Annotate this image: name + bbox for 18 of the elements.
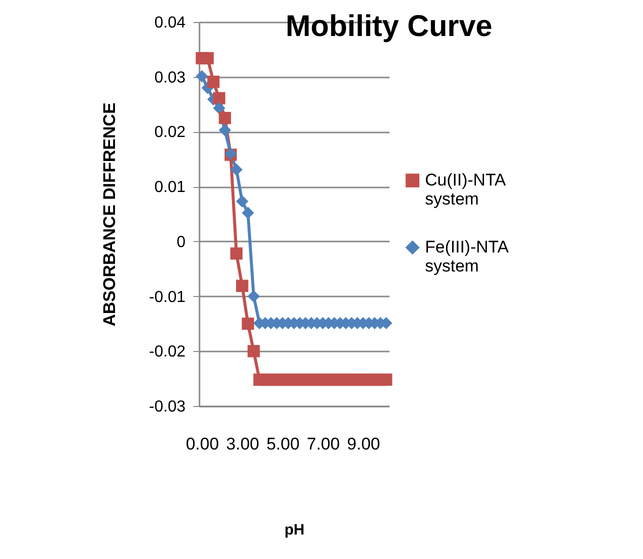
x-tick-label: 9.00 (347, 434, 380, 454)
y-tick-label: -0.01 (149, 288, 186, 306)
legend-label: Cu(II)-NTA system (425, 170, 507, 208)
y-tick-label: 0.02 (154, 124, 186, 142)
x-tick-label: 0.00 (186, 434, 219, 454)
y-tick-label: -0.03 (149, 398, 186, 416)
y-tick-label: 0 (176, 234, 186, 251)
x-tick-label: 5.00 (266, 434, 300, 454)
y-tick-label: 0.01 (154, 179, 186, 196)
y-axis-title: ABSORBANCE DIFFRENCE (100, 102, 120, 326)
x-tick-label: 3.00 (226, 434, 260, 454)
y-tick-label: -0.02 (149, 344, 186, 361)
y-tick-label: 0.03 (154, 69, 186, 86)
x-tick-label: 7.00 (306, 434, 340, 454)
legend-label: Fe(III)-NTA system (425, 238, 510, 276)
x-axis-title: pH (284, 522, 304, 538)
chart-title: Mobility Curve (286, 10, 492, 43)
y-tick-label: 0.04 (154, 14, 186, 32)
